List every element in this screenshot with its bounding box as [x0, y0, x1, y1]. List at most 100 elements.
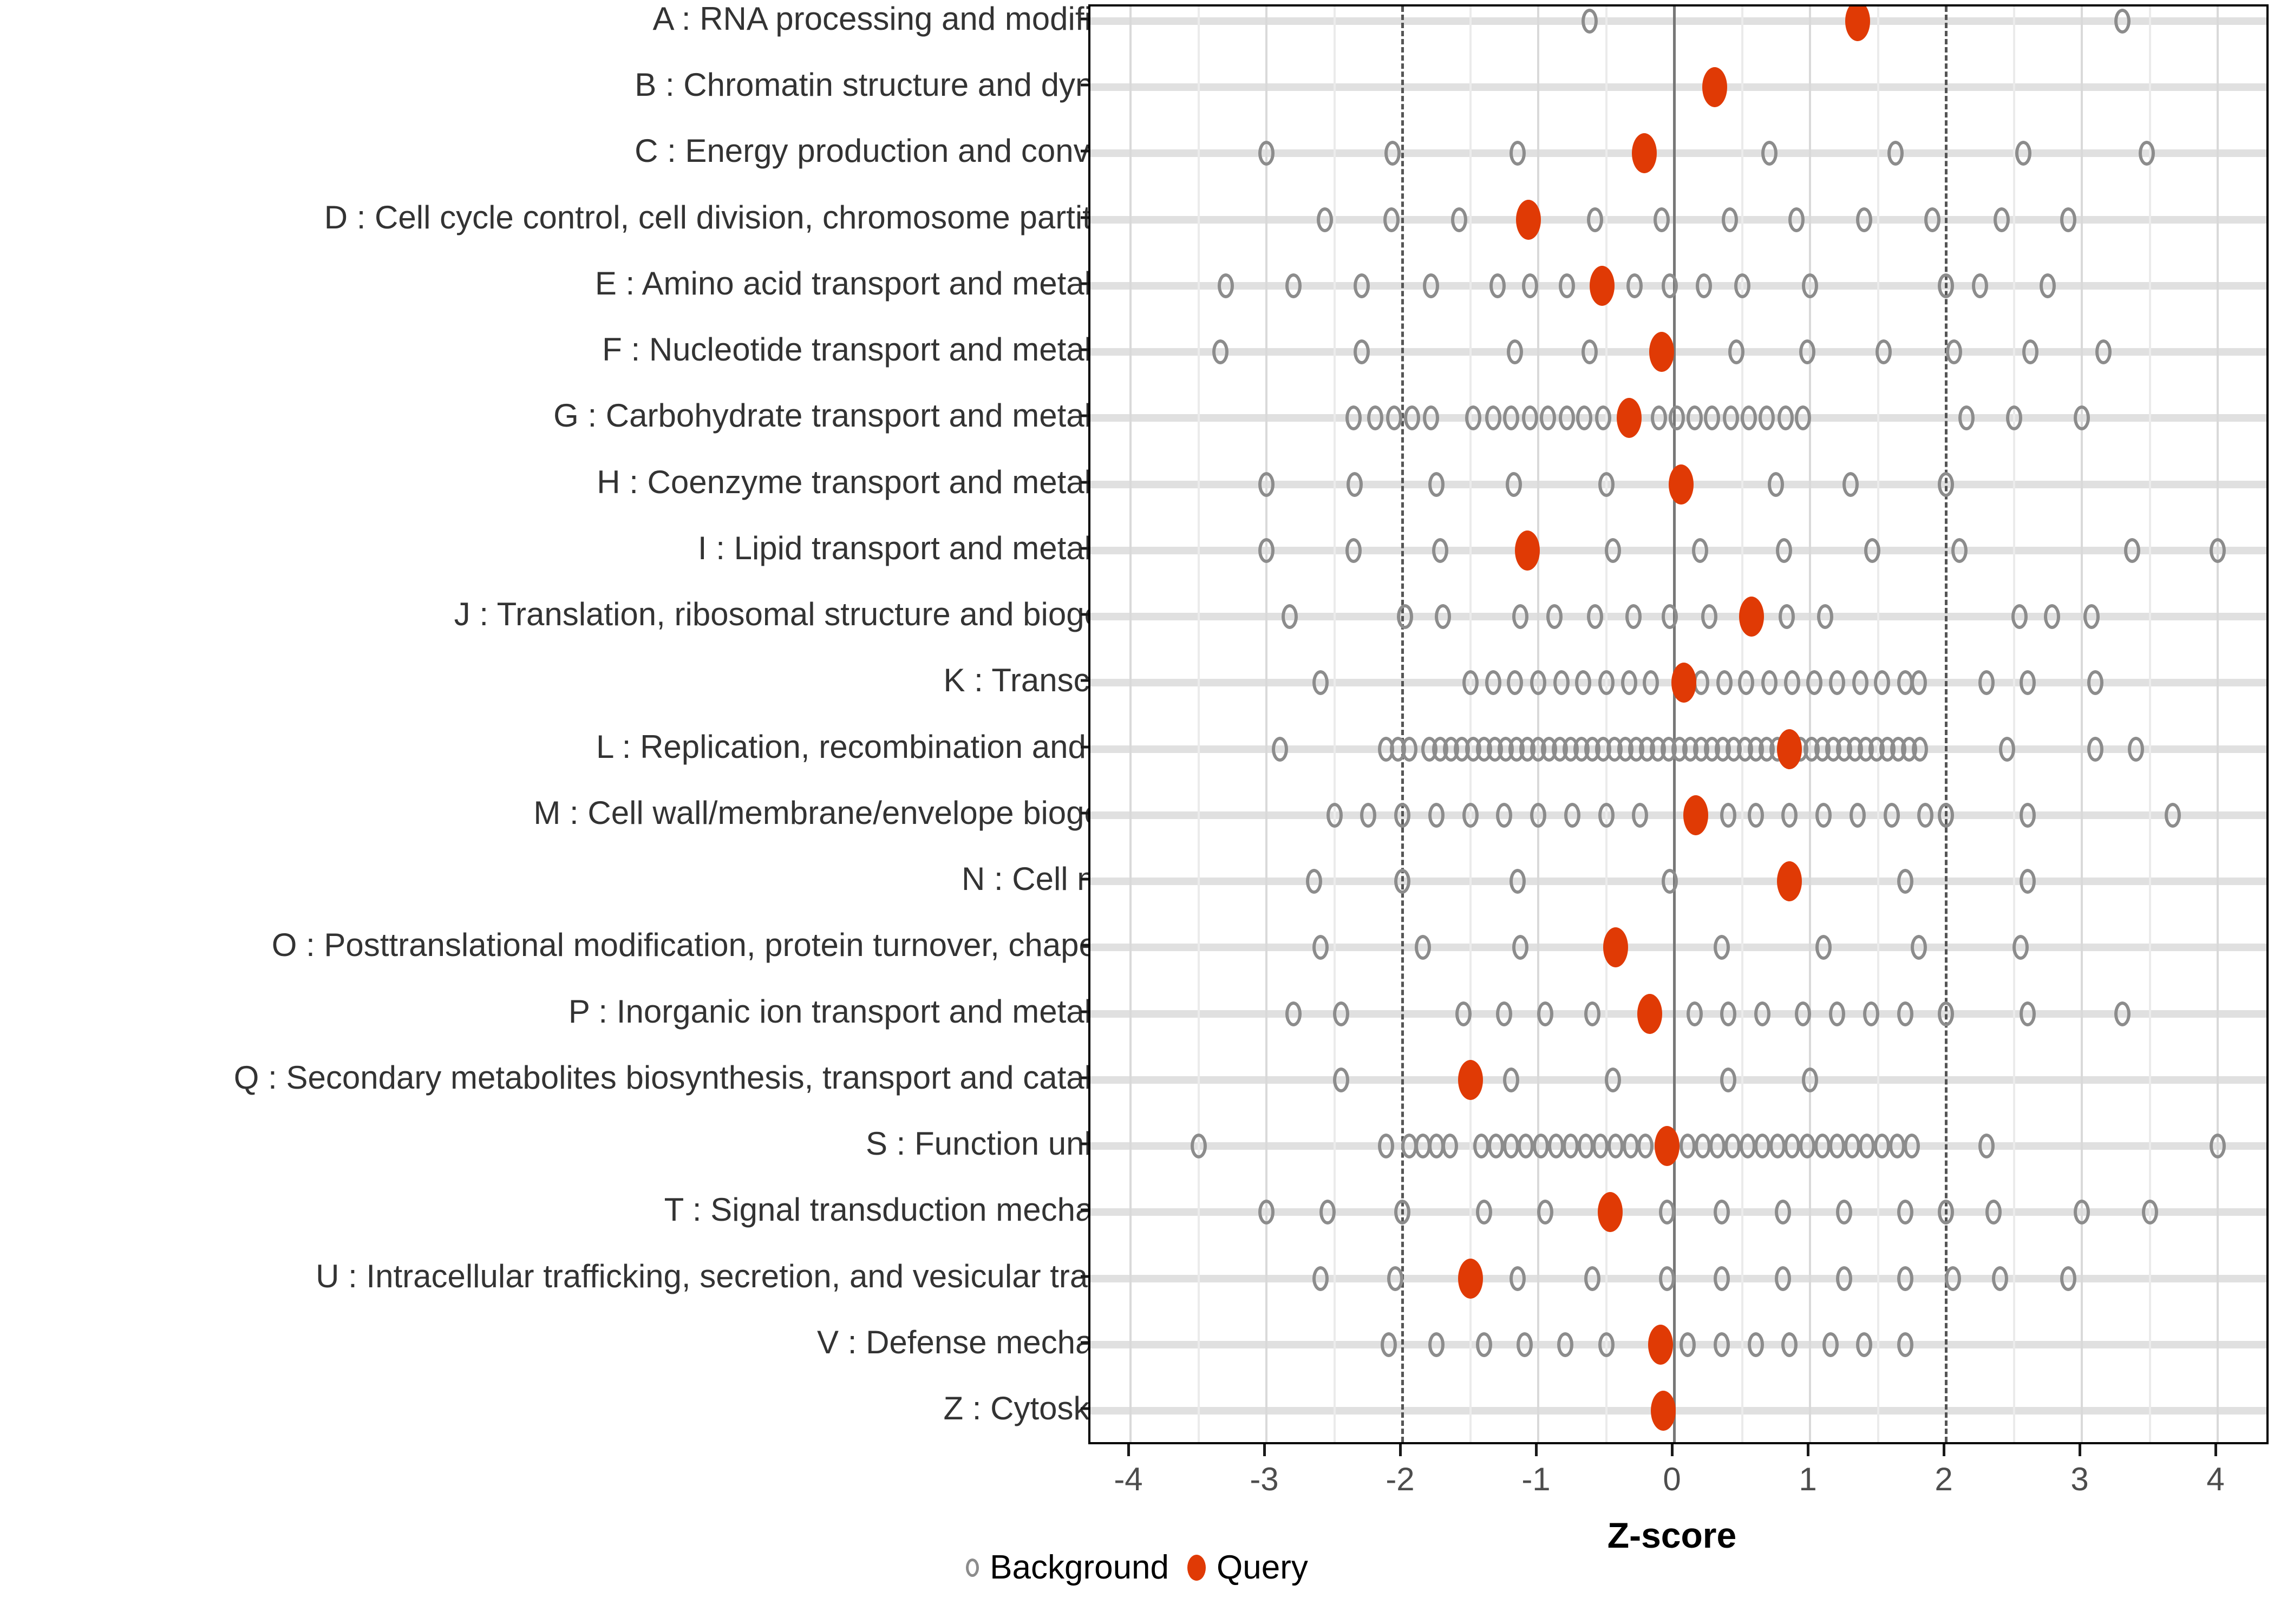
- chart-legend: Background Query: [0, 1548, 2274, 1587]
- x-gridline-minor: [1197, 6, 1200, 1442]
- background-point: [1835, 1200, 1852, 1225]
- background-point: [1489, 273, 1506, 298]
- x-gridline-minor: [1877, 6, 1879, 1442]
- x-axis-tick: [1671, 1444, 1674, 1456]
- background-point: [1592, 1134, 1609, 1159]
- background-point: [1582, 9, 1598, 34]
- x-gridline-minor: [1469, 6, 1472, 1442]
- x-gridline: [1673, 6, 1676, 1442]
- background-point: [1662, 273, 1678, 298]
- background-point: [1938, 1001, 1954, 1026]
- x-gridline: [1265, 6, 1267, 1442]
- y-axis-label: O : Posttranslational modification, prot…: [271, 927, 1178, 964]
- background-point: [1272, 736, 1289, 762]
- background-point: [2040, 273, 2056, 298]
- y-axis-tick: [1081, 149, 1090, 153]
- background-point: [1422, 405, 1439, 431]
- row-gridline: [1090, 17, 2266, 25]
- row-gridline: [1090, 149, 2266, 158]
- background-point: [2141, 1200, 2158, 1225]
- background-point: [1747, 1332, 1764, 1357]
- background-point: [1713, 1332, 1730, 1357]
- background-point: [1347, 472, 1363, 497]
- background-point: [1285, 1001, 1302, 1026]
- background-point: [1659, 1266, 1676, 1291]
- background-point: [1716, 670, 1733, 696]
- background-point: [1856, 207, 1873, 232]
- background-point: [1776, 538, 1793, 563]
- x-gridline: [1537, 6, 1539, 1442]
- background-point: [1849, 802, 1866, 828]
- background-point: [1428, 472, 1445, 497]
- background-point: [1576, 405, 1593, 431]
- x-axis-tick-label: 3: [2070, 1461, 2089, 1497]
- x-axis-tick: [1263, 1444, 1266, 1456]
- x-axis-tick: [1943, 1444, 1945, 1456]
- background-point: [1319, 1200, 1336, 1225]
- x-axis-tick: [1127, 1444, 1130, 1456]
- background-point: [1761, 670, 1778, 696]
- background-point: [1212, 339, 1229, 365]
- background-point: [1815, 802, 1832, 828]
- background-point: [1512, 935, 1529, 960]
- plot-area: [1090, 6, 2266, 1442]
- x-axis-tick: [2214, 1444, 2217, 1456]
- background-point: [1889, 1134, 1905, 1159]
- background-point: [1844, 1134, 1860, 1159]
- background-point: [1605, 1067, 1622, 1092]
- background-point: [1622, 1134, 1639, 1159]
- background-point: [1377, 1134, 1394, 1159]
- x-gridline: [2081, 6, 2083, 1442]
- background-point: [2012, 935, 2029, 960]
- background-point: [1910, 670, 1927, 696]
- background-point: [2005, 405, 2022, 431]
- background-point: [1625, 604, 1642, 630]
- background-point: [1475, 1200, 1492, 1225]
- background-point: [1924, 207, 1940, 232]
- row-gridline: [1090, 613, 2266, 621]
- x-gridline: [1401, 6, 1404, 1442]
- background-point: [1397, 604, 1414, 630]
- background-point: [1496, 802, 1513, 828]
- background-point: [1510, 1266, 1526, 1291]
- background-point: [1190, 1134, 1207, 1159]
- background-point: [2114, 9, 2131, 34]
- background-point: [1795, 1001, 1812, 1026]
- background-point: [1859, 1134, 1876, 1159]
- query-point: [1650, 1391, 1676, 1431]
- background-point: [1386, 405, 1402, 431]
- background-point: [1394, 802, 1410, 828]
- query-point: [1702, 67, 1728, 108]
- background-point: [1713, 935, 1730, 960]
- filled-circle-icon: [1187, 1554, 1206, 1581]
- y-axis-label: U : Intracellular trafficking, secretion…: [316, 1258, 1178, 1294]
- x-axis-tick-label: 4: [2206, 1461, 2225, 1497]
- legend-label-background: Background: [990, 1549, 1169, 1586]
- background-point: [1704, 405, 1721, 431]
- background-point: [1435, 604, 1452, 630]
- background-point: [1938, 802, 1954, 828]
- background-point: [1326, 802, 1343, 828]
- y-axis-tick: [1081, 1341, 1090, 1344]
- y-axis-label: D : Cell cycle control, cell division, c…: [324, 199, 1178, 235]
- background-point: [1475, 1332, 1492, 1357]
- background-point: [1720, 1001, 1737, 1026]
- legend-item-query: Query: [1187, 1548, 1308, 1587]
- background-point: [1632, 802, 1649, 828]
- y-axis-tick: [1081, 1208, 1090, 1212]
- background-point: [1598, 802, 1615, 828]
- x-axis-tick-label: 2: [1935, 1461, 1953, 1497]
- y-axis-tick: [1081, 547, 1090, 550]
- background-point: [1897, 1266, 1913, 1291]
- background-point: [1333, 1067, 1350, 1092]
- background-point: [1721, 207, 1738, 232]
- query-point: [1739, 597, 1765, 637]
- legend-label-query: Query: [1217, 1549, 1308, 1586]
- row-gridline: [1090, 348, 2266, 356]
- background-point: [1428, 1332, 1445, 1357]
- background-point: [1384, 141, 1401, 166]
- background-point: [1761, 141, 1778, 166]
- background-point: [1709, 1134, 1726, 1159]
- background-point: [2011, 604, 2028, 630]
